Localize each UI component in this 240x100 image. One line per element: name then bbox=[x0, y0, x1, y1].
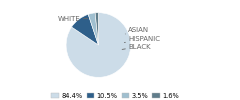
Wedge shape bbox=[66, 13, 131, 77]
Wedge shape bbox=[95, 13, 98, 45]
Legend: 84.4%, 10.5%, 3.5%, 1.6%: 84.4%, 10.5%, 3.5%, 1.6% bbox=[51, 93, 179, 99]
Text: HISPANIC: HISPANIC bbox=[124, 36, 160, 42]
Text: WHITE: WHITE bbox=[58, 16, 88, 22]
Wedge shape bbox=[88, 13, 98, 45]
Text: BLACK: BLACK bbox=[122, 44, 151, 50]
Text: ASIAN: ASIAN bbox=[125, 28, 149, 34]
Wedge shape bbox=[72, 14, 98, 45]
